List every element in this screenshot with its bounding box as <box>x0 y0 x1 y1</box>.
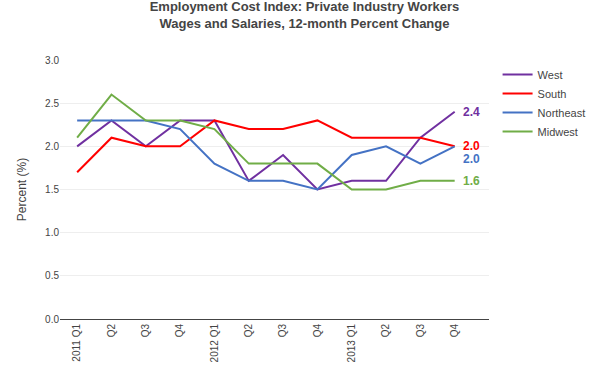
svg-text:0.0: 0.0 <box>45 314 59 325</box>
svg-text:Q2: Q2 <box>380 324 391 338</box>
svg-text:Q3: Q3 <box>140 324 151 338</box>
svg-text:Q3: Q3 <box>277 324 288 338</box>
svg-text:2.4: 2.4 <box>463 105 480 119</box>
svg-text:1.6: 1.6 <box>463 174 480 188</box>
svg-text:1.0: 1.0 <box>45 227 59 238</box>
svg-text:Employment Cost Index: Private: Employment Cost Index: Private Industry … <box>150 0 460 31</box>
svg-text:Percent (%): Percent (%) <box>15 158 29 221</box>
svg-text:Northeast: Northeast <box>538 107 586 119</box>
svg-text:Q4: Q4 <box>174 324 185 338</box>
svg-text:Q2: Q2 <box>106 324 117 338</box>
svg-text:2.0: 2.0 <box>463 139 480 153</box>
svg-text:0.5: 0.5 <box>45 270 59 281</box>
svg-text:2013 Q1: 2013 Q1 <box>346 324 357 363</box>
svg-text:Q4: Q4 <box>312 324 323 338</box>
svg-text:South: South <box>538 88 567 100</box>
svg-text:1.5: 1.5 <box>45 184 59 195</box>
svg-text:2012 Q1: 2012 Q1 <box>209 324 220 363</box>
svg-text:2011 Q1: 2011 Q1 <box>71 324 82 362</box>
svg-text:Q3: Q3 <box>415 324 426 338</box>
svg-text:2.0: 2.0 <box>45 141 59 152</box>
svg-text:3.0: 3.0 <box>45 55 59 66</box>
svg-text:2.0: 2.0 <box>463 152 480 166</box>
svg-text:2.5: 2.5 <box>45 98 59 109</box>
svg-text:Midwest: Midwest <box>538 126 578 138</box>
svg-text:Q2: Q2 <box>243 324 254 338</box>
svg-text:Q4: Q4 <box>449 324 460 338</box>
svg-text:West: West <box>538 69 563 81</box>
